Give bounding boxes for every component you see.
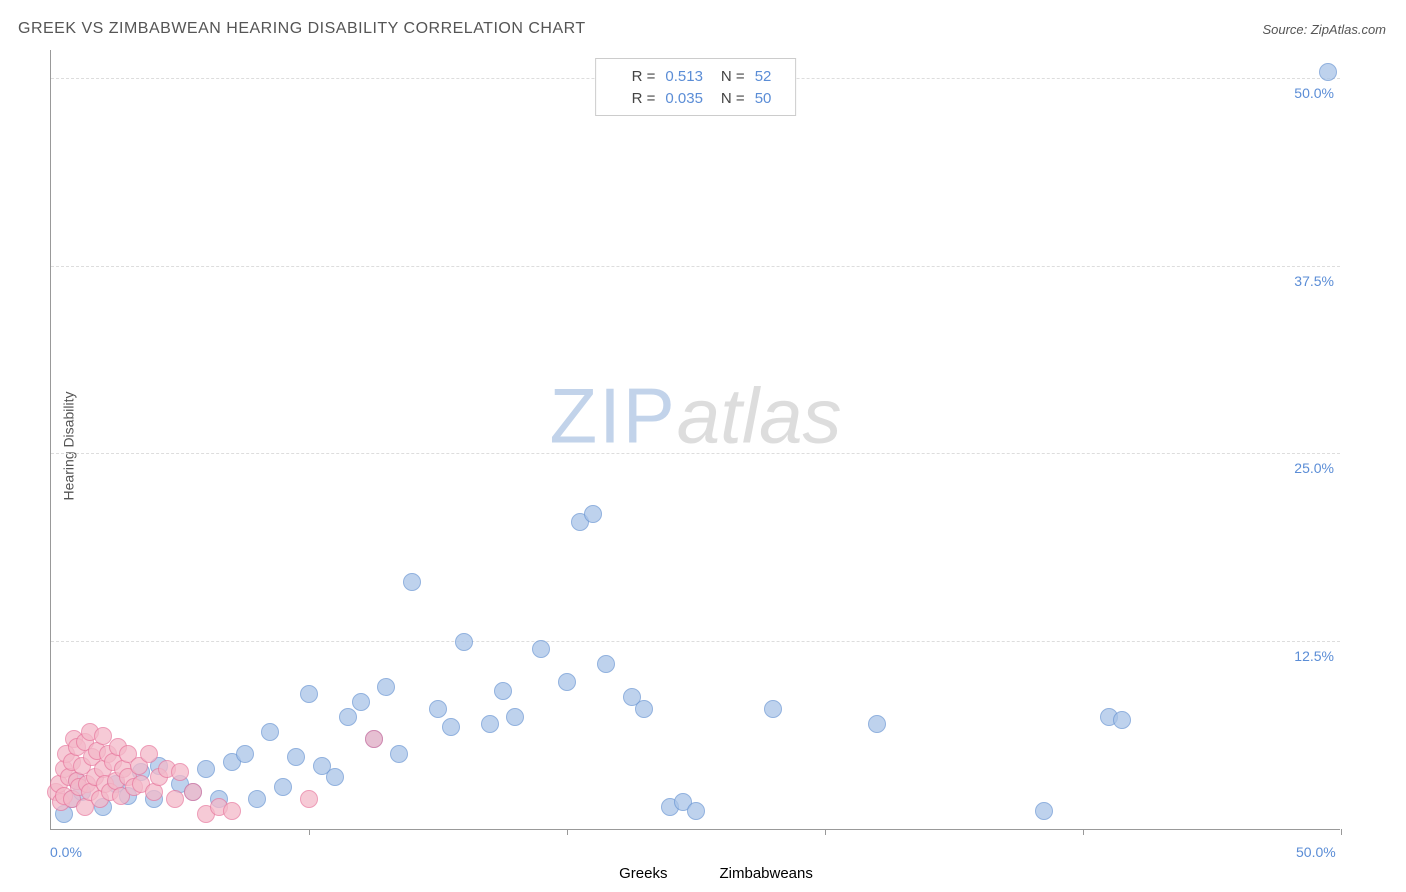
n-label: N = bbox=[721, 90, 745, 107]
legend-swatch-zimbabweans bbox=[608, 89, 626, 107]
y-tick-label: 37.5% bbox=[1294, 273, 1334, 289]
data-point bbox=[597, 655, 615, 673]
chart-container: GREEK VS ZIMBABWEAN HEARING DISABILITY C… bbox=[0, 0, 1406, 892]
data-point bbox=[197, 760, 215, 778]
gridline bbox=[51, 266, 1340, 267]
data-point bbox=[868, 715, 886, 733]
r-value-greeks: 0.513 bbox=[665, 68, 703, 85]
legend-swatch-greeks bbox=[608, 67, 626, 85]
legend-label-greeks: Greeks bbox=[619, 865, 667, 882]
data-point bbox=[377, 678, 395, 696]
r-label: R = bbox=[632, 68, 656, 85]
data-point bbox=[248, 790, 266, 808]
x-max-label: 50.0% bbox=[1296, 844, 1336, 860]
correlation-legend: R = 0.513 N = 52 R = 0.035 N = 50 bbox=[595, 58, 797, 116]
r-label: R = bbox=[632, 90, 656, 107]
y-tick-label: 50.0% bbox=[1294, 85, 1334, 101]
data-point bbox=[390, 745, 408, 763]
data-point bbox=[261, 723, 279, 741]
data-point bbox=[442, 718, 460, 736]
data-point bbox=[223, 802, 241, 820]
data-point bbox=[558, 673, 576, 691]
data-point bbox=[300, 790, 318, 808]
gridline bbox=[51, 641, 1340, 642]
data-point bbox=[532, 640, 550, 658]
data-point bbox=[506, 708, 524, 726]
gridline bbox=[51, 453, 1340, 454]
data-point bbox=[403, 573, 421, 591]
data-point bbox=[481, 715, 499, 733]
watermark: ZIPatlas bbox=[549, 371, 841, 462]
data-point bbox=[635, 700, 653, 718]
n-value-greeks: 52 bbox=[755, 68, 772, 85]
n-value-zimbabweans: 50 bbox=[755, 90, 772, 107]
legend-swatch-zimbabweans bbox=[693, 864, 711, 882]
data-point bbox=[274, 778, 292, 796]
data-point bbox=[140, 745, 158, 763]
legend-item-greeks: Greeks bbox=[593, 864, 667, 882]
data-point bbox=[352, 693, 370, 711]
x-tick bbox=[1083, 829, 1084, 835]
data-point bbox=[365, 730, 383, 748]
data-point bbox=[326, 768, 344, 786]
data-point bbox=[1113, 711, 1131, 729]
x-min-label: 0.0% bbox=[50, 844, 82, 860]
data-point bbox=[287, 748, 305, 766]
legend-item-zimbabweans: Zimbabweans bbox=[693, 864, 812, 882]
r-value-zimbabweans: 0.035 bbox=[665, 90, 703, 107]
data-point bbox=[455, 633, 473, 651]
data-point bbox=[687, 802, 705, 820]
data-point bbox=[1035, 802, 1053, 820]
watermark-atlas: atlas bbox=[677, 372, 842, 460]
x-tick bbox=[567, 829, 568, 835]
x-tick bbox=[825, 829, 826, 835]
plot-area: ZIPatlas R = 0.513 N = 52 R = 0.035 N = … bbox=[50, 50, 1340, 830]
legend-row-greeks: R = 0.513 N = 52 bbox=[608, 65, 784, 87]
source-attribution: Source: ZipAtlas.com bbox=[1262, 22, 1386, 37]
legend-swatch-greeks bbox=[593, 864, 611, 882]
n-label: N = bbox=[721, 68, 745, 85]
series-legend: Greeks Zimbabweans bbox=[593, 864, 813, 882]
x-tick bbox=[309, 829, 310, 835]
data-point bbox=[584, 505, 602, 523]
data-point bbox=[764, 700, 782, 718]
data-point bbox=[300, 685, 318, 703]
data-point bbox=[429, 700, 447, 718]
chart-title: GREEK VS ZIMBABWEAN HEARING DISABILITY C… bbox=[18, 20, 586, 38]
x-tick bbox=[1341, 829, 1342, 835]
legend-label-zimbabweans: Zimbabweans bbox=[719, 865, 812, 882]
y-tick-label: 25.0% bbox=[1294, 460, 1334, 476]
data-point bbox=[184, 783, 202, 801]
data-point bbox=[171, 763, 189, 781]
data-point bbox=[166, 790, 184, 808]
data-point bbox=[339, 708, 357, 726]
legend-row-zimbabweans: R = 0.035 N = 50 bbox=[608, 87, 784, 109]
data-point bbox=[1319, 63, 1337, 81]
watermark-zip: ZIP bbox=[549, 372, 676, 460]
data-point bbox=[494, 682, 512, 700]
y-tick-label: 12.5% bbox=[1294, 648, 1334, 664]
trend-lines-svg bbox=[51, 50, 1340, 829]
data-point bbox=[236, 745, 254, 763]
